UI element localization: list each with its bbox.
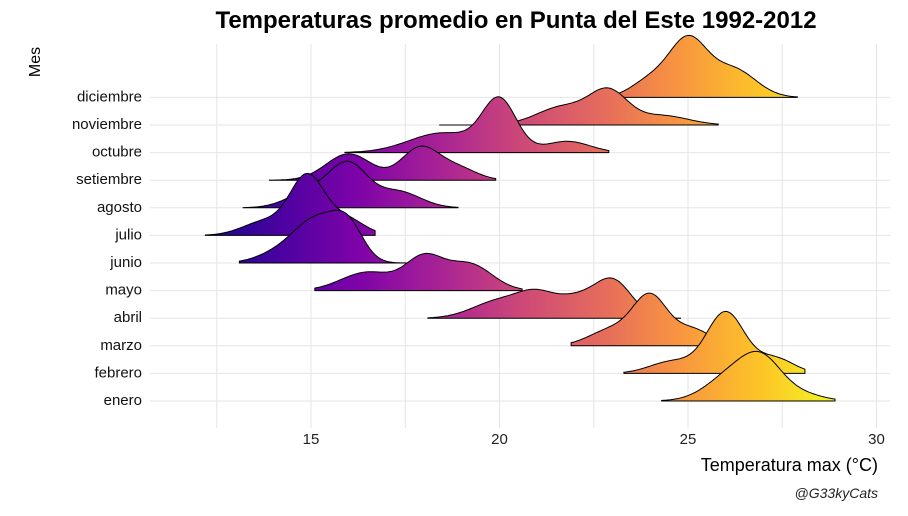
- ridge-enero: [661, 350, 836, 402]
- category-label: agosto: [97, 199, 142, 216]
- ridge-junio: [238, 209, 409, 264]
- ridge-diciembre: [589, 34, 798, 98]
- category-label: enero: [104, 392, 142, 409]
- chart-caption: @G33kyCats: [795, 485, 878, 501]
- x-tick-label: 25: [680, 431, 697, 448]
- x-axis-label: Temperatura max (°C): [701, 455, 878, 475]
- category-label: mayo: [105, 282, 142, 299]
- category-label: noviembre: [72, 116, 142, 133]
- category-label: junio: [109, 254, 142, 271]
- y-axis-label: Mes: [27, 47, 44, 77]
- ridge-mayo: [314, 252, 523, 292]
- x-tick-label: 30: [868, 431, 885, 448]
- category-label: febrero: [94, 364, 142, 381]
- label-layer: enero febrero marzo abril mayo junio julio agos…: [72, 88, 885, 448]
- category-label: setiembre: [76, 171, 142, 188]
- ridge-octubre: [344, 96, 610, 154]
- x-tick-label: 15: [303, 431, 320, 448]
- category-label: octubre: [92, 144, 142, 161]
- x-tick-label: 20: [491, 431, 508, 448]
- chart-title: Temperaturas promedio en Punta del Este …: [215, 7, 816, 34]
- ridge-layer: [204, 34, 836, 402]
- category-label: marzo: [100, 337, 142, 354]
- category-label: diciembre: [77, 88, 142, 105]
- category-label: julio: [114, 226, 142, 243]
- category-label: abril: [114, 309, 142, 326]
